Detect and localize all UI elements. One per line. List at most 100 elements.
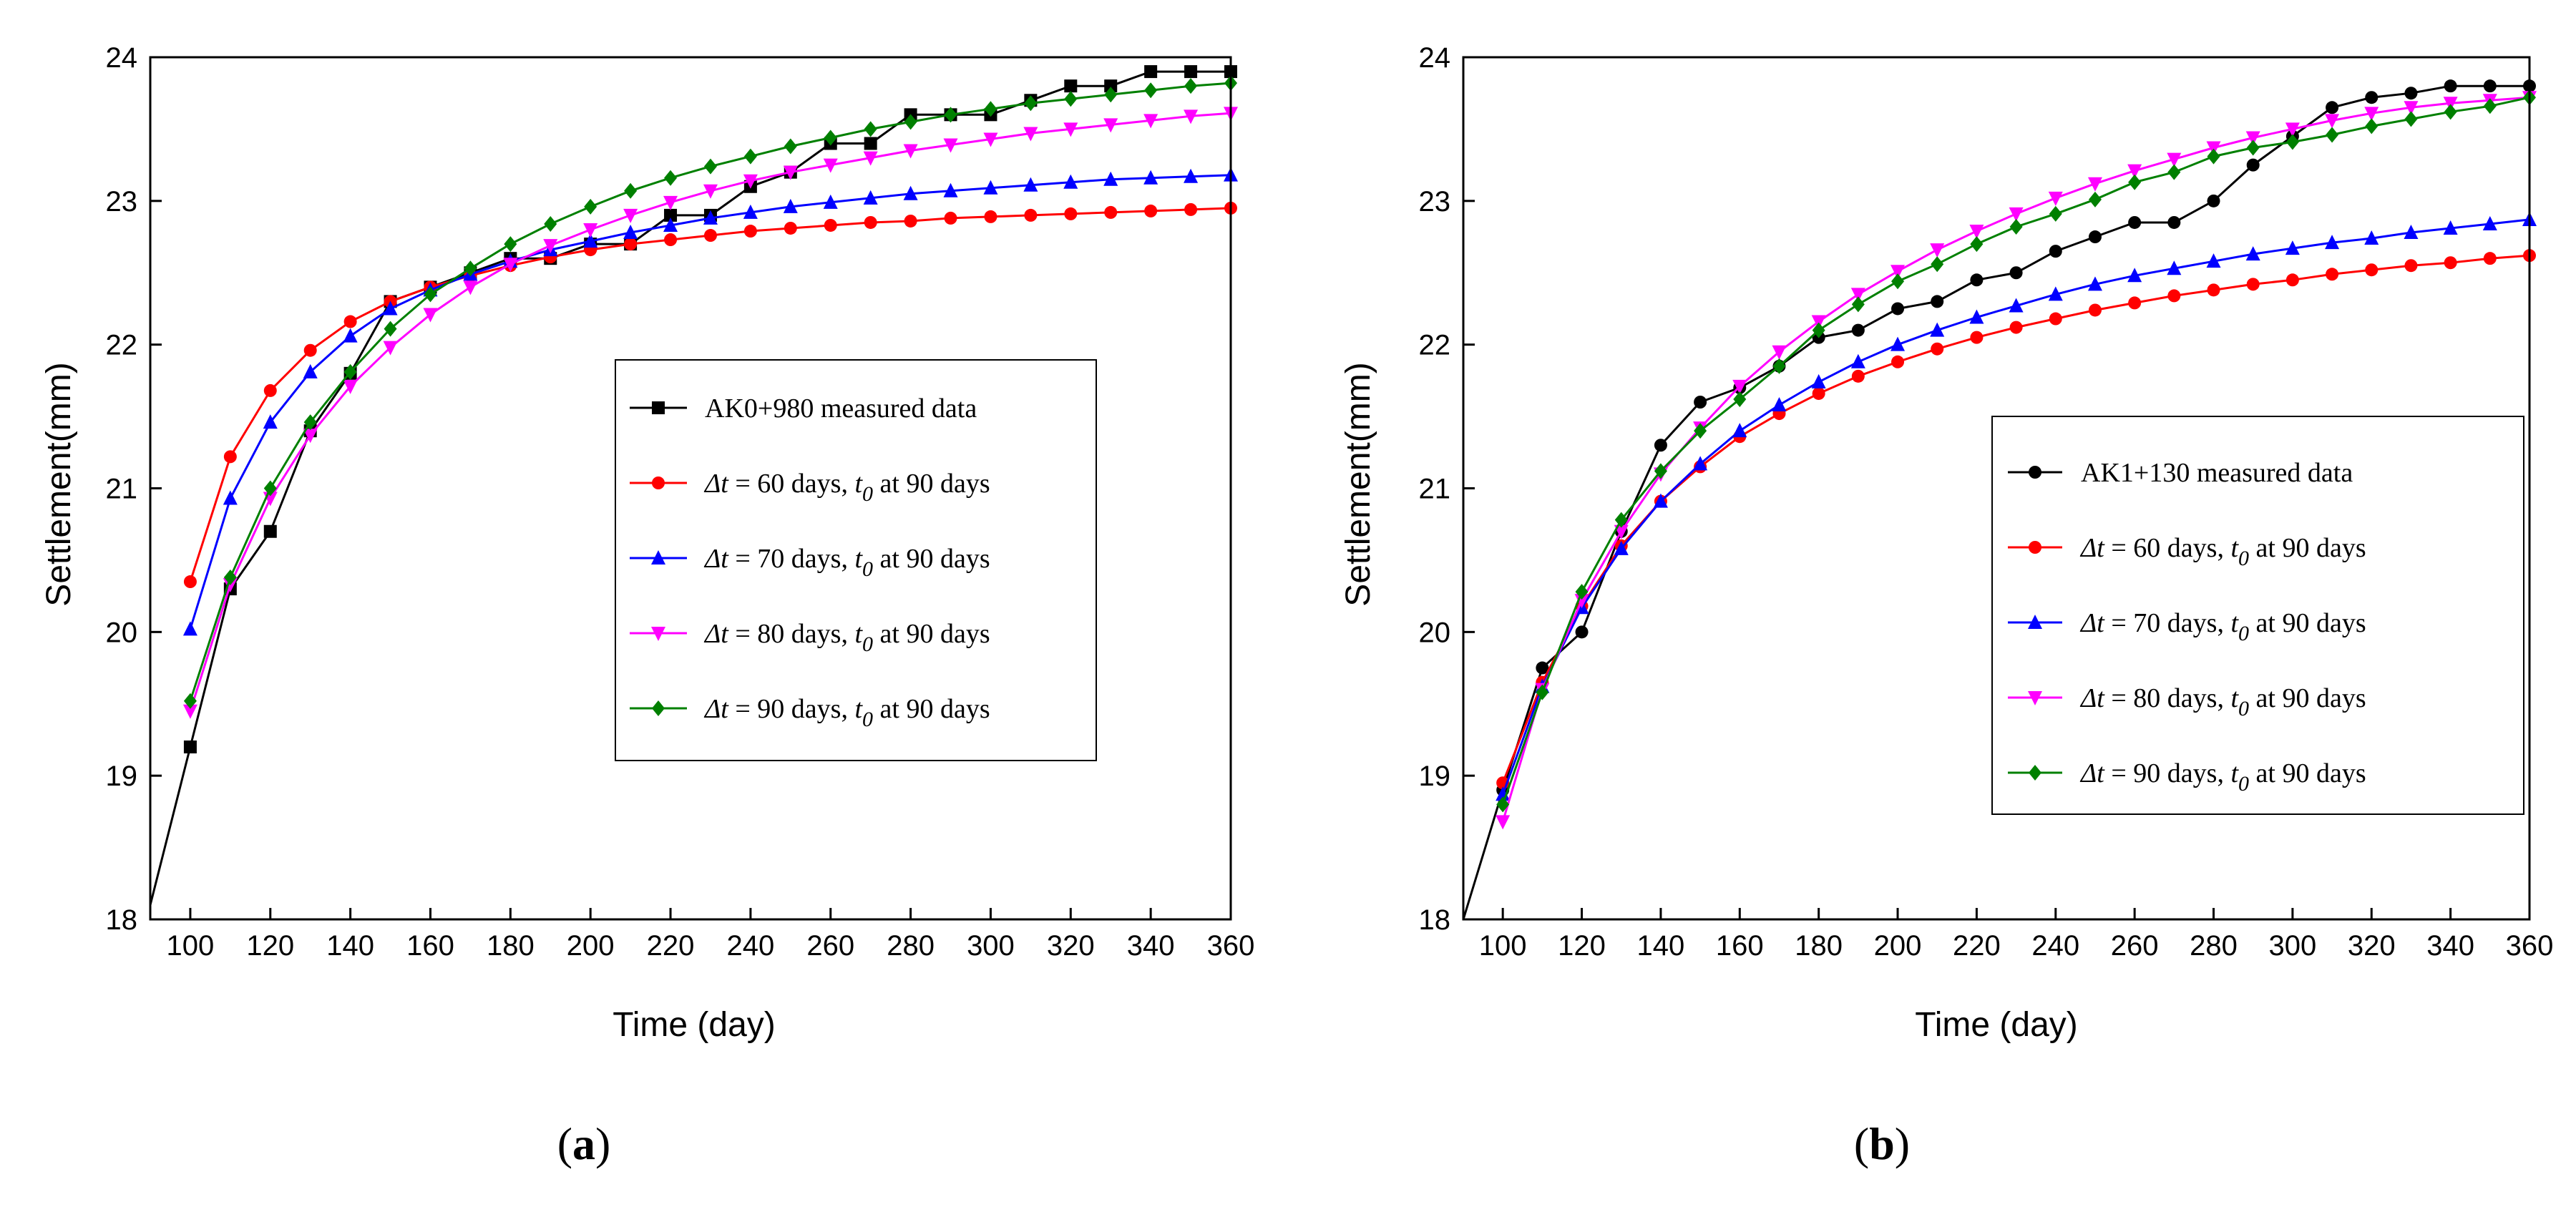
data-point-dt80: [1023, 127, 1038, 142]
legend-text-main: = 70 days,: [2104, 608, 2231, 638]
x-tick-label: 260: [2111, 930, 2159, 962]
x-tick-label: 180: [487, 930, 535, 962]
data-point-dt60: [2128, 296, 2142, 310]
legend-entry-measured: AK0+980 measured data: [630, 394, 977, 424]
data-point-dt70: [2364, 230, 2379, 245]
data-point-dt80: [1496, 815, 1511, 830]
data-point-dt60: [2365, 263, 2379, 277]
y-tick-label: 23: [1419, 186, 1451, 218]
data-point-dt80: [863, 151, 878, 166]
panel-a-label-letter: a: [572, 1118, 595, 1169]
data-point-dt80: [2127, 164, 2142, 179]
data-point-measured: [2246, 158, 2260, 172]
data-point-dt80: [543, 239, 558, 254]
data-point-dt70: [983, 180, 998, 195]
legend-entry-dt90: Δt = 90 days, t0 at 90 days: [630, 694, 990, 731]
x-tick-label: 100: [167, 930, 215, 962]
data-point-dt90: [2049, 205, 2062, 222]
data-point-dt60: [2167, 289, 2181, 303]
data-point-measured: [2483, 79, 2497, 93]
y-tick-label: 24: [106, 42, 138, 74]
data-point-dt90: [904, 114, 917, 130]
y-tick-label: 19: [1419, 761, 1451, 792]
data-point-dt70: [2009, 298, 2024, 313]
data-point-dt90: [2404, 111, 2418, 127]
data-point-measured: [1064, 79, 1078, 93]
x-tick-label: 240: [727, 930, 775, 962]
data-point-measured: [2365, 91, 2379, 104]
data-point-dt60: [1104, 205, 1118, 219]
data-point-dt80: [2285, 122, 2300, 137]
data-point-dt70: [743, 204, 758, 219]
data-point-dt80: [1732, 379, 1747, 394]
legend-entry-dt70: Δt = 70 days, t0 at 90 days: [2008, 608, 2366, 645]
data-point-dt90: [1891, 273, 1905, 290]
legend-text-main: AK1+130 measured data: [2081, 458, 2353, 488]
data-point-measured: [2167, 215, 2181, 229]
panel-a-chart: 100 120 140 160 180 200 220 240 260 280 300 320 340 3…: [40, 42, 1254, 1169]
legend-delta-symbol: Δt: [703, 694, 729, 724]
data-point-measured: [2088, 230, 2102, 244]
legend-text-tail: at 90 days: [2249, 683, 2366, 713]
data-point-measured: [1891, 302, 1905, 316]
data-point-dt80: [1184, 109, 1199, 124]
x-tick-label: 340: [2426, 930, 2474, 962]
data-point-dt90: [584, 198, 597, 215]
data-point-dt70: [1063, 174, 1078, 189]
data-point-dt80: [503, 258, 518, 273]
legend-t-subscript: 0: [2238, 772, 2249, 796]
data-point-dt90: [1536, 684, 1549, 700]
data-point-dt60: [1812, 386, 1825, 400]
data-point-dt80: [1890, 265, 1906, 280]
data-point-dt80: [743, 174, 758, 189]
data-point-dt80: [823, 158, 838, 173]
legend-swatch-marker: [2028, 691, 2042, 705]
data-point-dt70: [1653, 493, 1668, 508]
legend-text-main: = 60 days,: [728, 469, 855, 499]
x-tick-label: 260: [806, 930, 854, 962]
data-point-dt80: [383, 341, 398, 356]
data-point-dt60: [1851, 369, 1865, 383]
data-point-dt90: [1144, 82, 1158, 99]
data-point-dt80: [1969, 225, 1984, 240]
legend-swatch-marker: [2029, 541, 2041, 554]
data-point-dt70: [2127, 268, 2142, 283]
data-point-dt60: [1931, 342, 1944, 356]
data-point-dt80: [2364, 107, 2379, 122]
data-point-dt70: [823, 194, 838, 209]
data-point-dt80: [343, 379, 358, 394]
series-line-measured: [149, 70, 1231, 906]
panel-b-legend-box: [1991, 416, 2524, 815]
data-point-measured: [1144, 65, 1158, 79]
legend-t-subscript: 0: [2238, 622, 2249, 645]
x-tick-label: 200: [1874, 930, 1922, 962]
data-point-dt60: [984, 210, 997, 223]
data-point-dt90: [984, 101, 997, 117]
data-point-dt60: [664, 233, 678, 247]
data-point-measured: [2049, 245, 2062, 258]
data-point-dt70: [303, 363, 318, 378]
data-point-dt70: [2245, 246, 2260, 261]
data-point-dt90: [2483, 98, 2497, 114]
legend-t-symbol: t: [854, 469, 863, 499]
data-point-dt90: [2246, 140, 2260, 156]
data-point-dt70: [223, 490, 238, 505]
legend-text-main: = 70 days,: [728, 544, 855, 574]
data-point-dt70: [943, 182, 958, 197]
legend-swatch-marker: [651, 550, 665, 565]
data-point-dt70: [1693, 456, 1708, 471]
legend-t-subscript: 0: [862, 557, 873, 581]
data-point-dt70: [1103, 171, 1118, 186]
panel-a-y-axis-title: Settlement(mm): [40, 362, 78, 606]
series-dt90: [183, 75, 1237, 709]
data-point-dt80: [182, 704, 197, 719]
data-point-dt70: [383, 300, 398, 316]
legend-entry-dt60: Δt = 60 days, t0 at 90 days: [2008, 533, 2366, 570]
legend-delta-symbol: Δt: [2079, 758, 2105, 788]
data-point-measured: [1970, 273, 1984, 287]
legend-delta-symbol: Δt: [2079, 608, 2105, 638]
data-point-dt60: [2207, 283, 2220, 297]
data-point-dt80: [663, 195, 678, 210]
